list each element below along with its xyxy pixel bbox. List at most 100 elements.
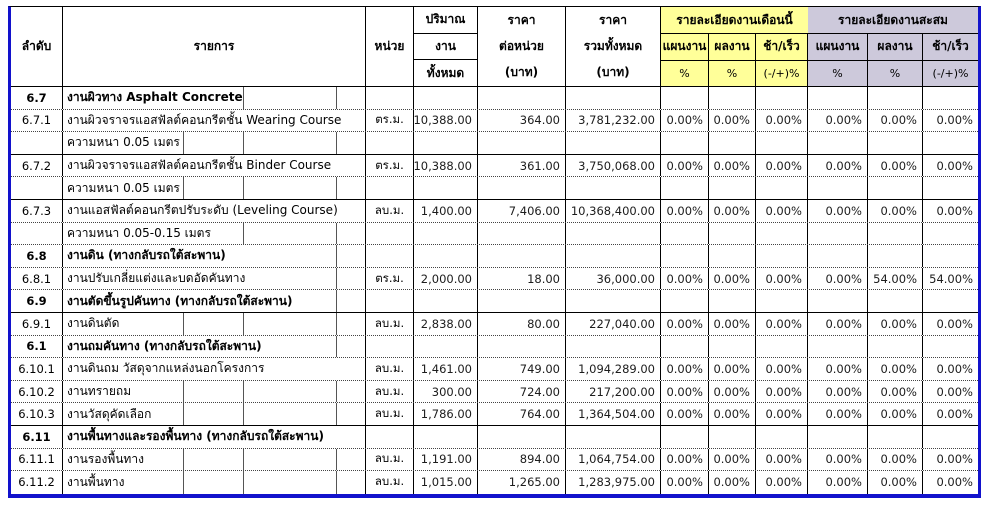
cell-month-diff [756,132,808,154]
cell-cumulative-plan: 0.00% [808,358,868,380]
item-label: งานดิน (ทางกลับรถใต้สะพาน) [67,248,226,263]
cell-no: 6.11.1 [11,448,63,471]
item-column-gridline [183,448,184,471]
cell-month-diff [756,177,808,199]
item-column-gridline [183,132,184,154]
cell-cumulative-actual [868,245,923,267]
cell-cumulative-plan [808,87,868,109]
cell-month-diff: 0.00% [756,154,808,177]
item-label: งานรองพื้นทาง [67,451,144,466]
table-row: 6.7.1 งานผิวจราจรแอสฟัลต์คอนกรีตชั้น Wea… [11,109,978,133]
cell-month-actual: 0.00% [709,380,756,403]
cell-cumulative-actual [868,87,923,109]
cell-unit-price: 764.00 [478,403,566,425]
cell-unit-price: 364.00 [478,109,566,132]
header-unit: หน่วย [366,7,414,86]
header-total-price: ราคา รวมทั้งหมด (บาท) [566,7,661,86]
cell-cumulative-plan: 0.00% [808,267,868,290]
cell-month-actual: 0.00% [709,267,756,290]
cell-unit: ลบ.ม. [366,448,414,471]
cell-cumulative-actual [868,335,923,358]
item-label: งานตัดขึ้นรูปคันทาง (ทางกลับรถใต้สะพาน) [67,293,293,308]
cell-total-price [566,425,661,448]
item-column-gridline [336,222,337,245]
table-row: 6.10.1 งานดินถม วัสดุจากแหล่งนอกโครงการ … [11,358,978,381]
item-label: งานผิวจราจรแอสฟัลต์คอนกรีตชั้น Binder Co… [67,158,332,173]
cell-cumulative-diff: 0.00% [936,203,973,218]
cell-item: ความหนา 0.05-0.15 เมตร [63,222,366,245]
header-cumulative-diff-label: ช้า/เร็ว [923,34,978,61]
cell-unit-price [478,335,566,358]
cell-unit [366,425,414,448]
table-row: 6.11.1 งานรองพื้นทาง ลบ.ม. 1,191.00 894.… [11,448,978,472]
item-column-gridline [336,403,337,425]
item-label: งานปรับเกลี่ยแต่งและบดอัดคันทาง [67,271,246,286]
header-unit-price-line1: ราคา [507,12,536,27]
cell-unit [366,245,414,267]
item-label: ความหนา 0.05-0.15 เมตร [67,225,211,240]
cell-quantity [414,222,478,245]
cell-no: 6.10.3 [11,403,63,425]
cell-quantity [414,245,478,267]
cell-cumulative-diff: 0.00% [936,475,973,490]
cell-unit [366,335,414,358]
cell-unit [366,290,414,312]
cell-unit-price: 894.00 [478,448,566,471]
cell-item: งานวัสดุคัดเลือก [63,403,366,425]
header-cumulative-diff: ช้า/เร็ว (-/+)% [923,34,978,86]
cell-no: 6.1 [11,335,63,358]
cell-quantity [414,132,478,154]
cell-no: 6.7 [11,87,63,109]
cell-unit-price [478,132,566,154]
cell-no: 6.8.1 [11,267,63,290]
cell-cumulative-diff [923,132,978,154]
header-month-actual: ผลงาน % [709,34,756,86]
item-label: งานพื้นทาง [67,474,125,489]
header-item: รายการ [63,7,366,86]
cell-month-diff: 0.00% [756,380,808,403]
cell-no: 6.10.1 [11,358,63,380]
header-total-quantity: ปริมาณ งาน ทั้งหมด [414,7,478,86]
item-column-gridline [243,132,244,154]
cell-cumulative-diff [923,336,978,358]
cell-cumulative-plan: 0.00% [808,448,868,471]
cell-quantity: 2,838.00 [414,312,478,335]
cell-month-plan: 0.00% [661,448,709,471]
cell-cumulative-plan [808,335,868,358]
cell-cumulative-actual: 54.00% [868,267,923,290]
item-label: งานถมคันทาง (ทางกลับรถใต้สะพาน) [67,338,262,353]
cell-no: 6.7.2 [11,154,63,177]
cell-no: 6.7.3 [11,199,63,222]
cell-total-price: 3,750,068.00 [566,154,661,177]
item-column-gridline [243,448,244,471]
table-row: 6.9 งานตัดขึ้นรูปคันทาง (ทางกลับรถใต้สะพ… [11,290,978,313]
cell-quantity: 300.00 [414,380,478,403]
table-row: ความหนา 0.05 เมตร [11,132,978,155]
header-month-plan-unit: % [679,66,690,80]
cell-item: งานผิวจราจรแอสฟัลต์คอนกรีตชั้น Wearing C… [63,109,366,132]
header-cumulative-group-title: รายละเอียดงานสะสม [808,7,978,34]
item-column-gridline [336,245,337,267]
table-row: 6.1 งานถมคันทาง (ทางกลับรถใต้สะพาน) [11,335,978,359]
cell-month-plan: 0.00% [661,403,709,425]
cell-cumulative-plan: 0.00% [808,471,868,494]
cell-cumulative-diff: 0.00% [936,384,973,399]
table-row: ความหนา 0.05-0.15 เมตร [11,222,978,246]
cell-total-price [566,87,661,109]
cell-quantity: 10,388.00 [414,154,478,177]
item-column-gridline [336,448,337,471]
table-row: 6.11.2 งานพื้นทาง ลบ.ม. 1,015.00 1,265.0… [11,471,978,494]
cell-month-actual [709,245,756,267]
cell-month-plan: 0.00% [661,109,709,132]
cell-cumulative-diff [923,290,978,312]
cell-month-diff [756,87,808,109]
item-column-gridline [336,132,337,154]
cell-unit-price [478,290,566,312]
cell-unit: ลบ.ม. [366,358,414,380]
table-row: ความหนา 0.05 เมตร [11,177,978,200]
cell-no [11,222,63,245]
cell-no: 6.8 [11,245,63,267]
table-row: 6.8.1 งานปรับเกลี่ยแต่งและบดอัดคันทาง ตร… [11,267,978,291]
cell-no: 6.9 [11,290,63,312]
cell-unit: ตร.ม. [366,154,414,177]
